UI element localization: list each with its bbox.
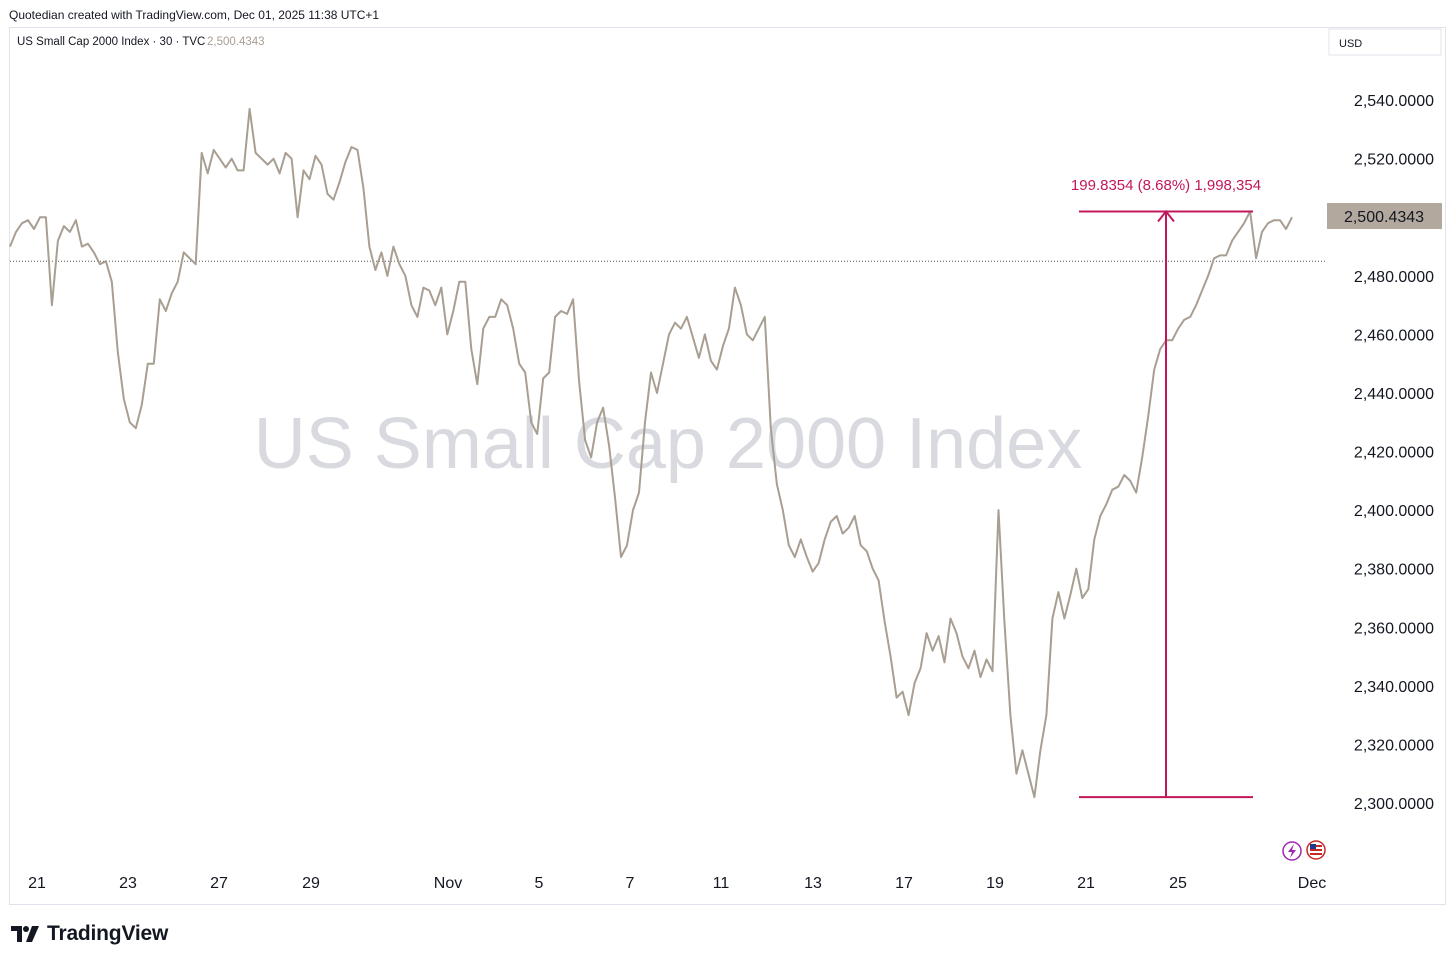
chart-frame bbox=[9, 27, 1446, 905]
measure-tool[interactable]: 199.8354 (8.68%) 1,998,354 bbox=[1071, 177, 1261, 799]
price-axis[interactable]: 2,540.0000 2,520.0000 2,480.0000 2,460.0000… bbox=[1354, 93, 1434, 813]
x-tick-label: 23 bbox=[119, 875, 137, 892]
tradingview-logo-icon bbox=[11, 926, 39, 942]
x-tick-label: 5 bbox=[535, 875, 544, 892]
currency-box[interactable] bbox=[1328, 28, 1442, 56]
x-tick-label: 21 bbox=[1077, 875, 1095, 892]
y-tick-label: 2,440.0000 bbox=[1354, 386, 1434, 403]
us-flag-icon[interactable] bbox=[1306, 840, 1326, 860]
measure-label: 199.8354 (8.68%) 1,998,354 bbox=[1071, 177, 1261, 194]
legend-symbol: US Small Cap 2000 Index · 30 · TVC bbox=[17, 36, 205, 48]
y-tick-label: 2,320.0000 bbox=[1354, 737, 1434, 754]
chart-credit: Quotedian created with TradingView.com, … bbox=[9, 8, 380, 22]
x-tick-label: 13 bbox=[804, 875, 822, 892]
x-tick-label: Dec bbox=[1298, 875, 1326, 892]
tradingview-logo[interactable]: TradingView bbox=[11, 922, 168, 946]
legend-last-value: 2,500.4343 bbox=[207, 36, 265, 48]
measure-arrowhead bbox=[1157, 209, 1175, 223]
y-tick-label: 2,540.0000 bbox=[1354, 93, 1434, 110]
y-tick-label: 2,340.0000 bbox=[1354, 679, 1434, 696]
y-tick-label: 2,360.0000 bbox=[1354, 620, 1434, 637]
x-tick-label: 11 bbox=[713, 875, 730, 892]
x-tick-label: 29 bbox=[302, 875, 320, 892]
y-tick-label: 2,420.0000 bbox=[1354, 445, 1434, 462]
x-tick-label: 17 bbox=[895, 875, 913, 892]
y-tick-label: 2,460.0000 bbox=[1354, 327, 1434, 344]
last-price-badge-text: 2,500.4343 bbox=[1344, 209, 1424, 226]
currency-label: USD bbox=[1339, 38, 1362, 50]
time-axis[interactable]: 21 23 27 29 Nov 5 7 11 13 17 19 21 25 Dec bbox=[28, 875, 1326, 892]
y-tick-label: 2,480.0000 bbox=[1354, 269, 1434, 286]
lightning-icon[interactable] bbox=[1282, 841, 1302, 861]
y-tick-label: 2,380.0000 bbox=[1354, 562, 1434, 579]
x-tick-label: 7 bbox=[626, 875, 635, 892]
price-series-line bbox=[9, 107, 1293, 799]
y-tick-label: 2,400.0000 bbox=[1354, 503, 1434, 520]
x-tick-label: Nov bbox=[434, 875, 462, 892]
x-tick-label: 27 bbox=[210, 875, 228, 892]
y-tick-label: 2,520.0000 bbox=[1354, 152, 1434, 169]
x-tick-label: 21 bbox=[28, 875, 46, 892]
symbol-watermark: US Small Cap 2000 Index bbox=[254, 404, 1082, 484]
last-price-badge bbox=[1327, 203, 1442, 230]
tradingview-brand: TradingView bbox=[47, 922, 169, 945]
y-tick-label: 2,300.0000 bbox=[1354, 796, 1434, 813]
x-tick-label: 19 bbox=[986, 875, 1004, 892]
x-tick-label: 25 bbox=[1169, 875, 1187, 892]
